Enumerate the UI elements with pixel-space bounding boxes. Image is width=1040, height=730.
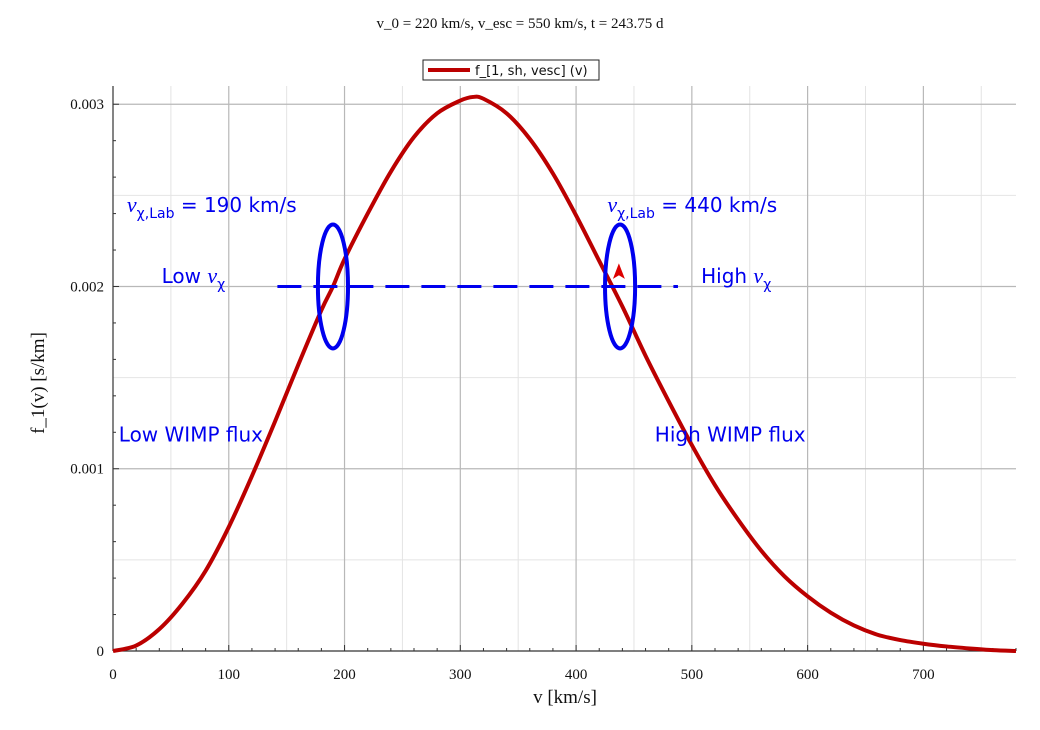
legend: f_[1, sh, vesc] (v): [422, 59, 600, 81]
legend-label: f_[1, sh, vesc] (v): [475, 64, 588, 79]
y-tick-label: 0.003: [70, 97, 104, 113]
x-tick-label: 300: [449, 667, 472, 683]
annotations: vχ,Lab = 190 km/s vχ,Lab = 440 km/s Low vχ…: [119, 192, 806, 447]
high-vlab-label: vχ,Lab = 440 km/s: [607, 192, 777, 222]
x-tick-label: 400: [565, 667, 588, 683]
low-flux-label: Low WIMP flux: [119, 422, 263, 446]
low-v-label: Low vχ: [162, 263, 226, 293]
series-layer: [112, 94, 1017, 653]
chart-title: v_0 = 220 km/s, v_esc = 550 km/s, t = 24…: [376, 16, 664, 32]
series-line: [112, 94, 1017, 653]
x-tick-label: 700: [912, 667, 935, 683]
cursor-arrow-icon: [612, 263, 625, 279]
high-velocity-ellipse: [603, 222, 638, 351]
low-velocity-ellipse: [315, 222, 351, 351]
y-tick-label: 0: [97, 644, 105, 660]
x-tick-label: 600: [796, 667, 819, 683]
high-flux-label: High WIMP flux: [655, 422, 806, 446]
legend-box: [422, 59, 600, 81]
grid: [113, 86, 1016, 651]
x-tick-label: 100: [218, 667, 241, 683]
high-v-label: High vχ: [701, 263, 771, 293]
x-tick-label: 500: [681, 667, 704, 683]
x-axis-label: v [km/s]: [533, 687, 597, 708]
tick-labels: 0 100 200 300 400 500 600 700 0 0.001 0.002 0.003: [70, 97, 934, 683]
y-tick-label: 0.001: [70, 462, 104, 478]
y-axis-label: f_1(v) [s/km]: [28, 332, 49, 434]
axes: [112, 86, 1017, 652]
low-vlab-label: vχ,Lab = 190 km/s: [127, 192, 297, 222]
x-tick-label: 200: [333, 667, 356, 683]
y-tick-label: 0.002: [70, 279, 104, 295]
x-tick-label: 0: [109, 667, 117, 683]
